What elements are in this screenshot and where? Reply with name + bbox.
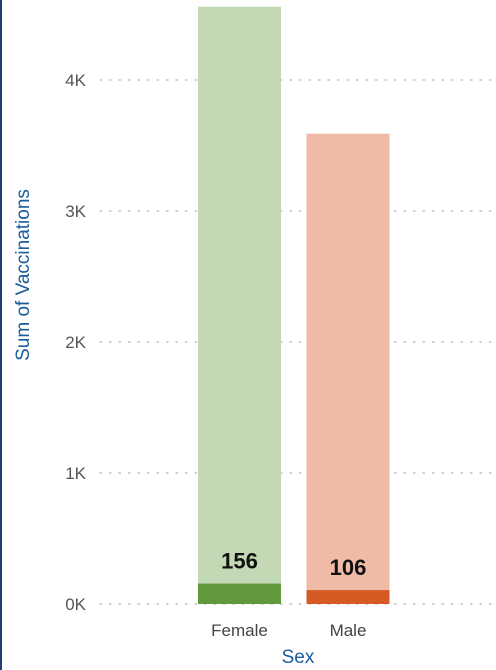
x-axis-ticks: Female Male (211, 621, 366, 640)
data-labels: 156 106 (221, 549, 366, 581)
bar-male-total[interactable] (306, 133, 390, 604)
y-axis-ticks: 0K 1K 2K 3K 4K (65, 71, 86, 614)
gridlines (99, 79, 493, 605)
data-label-male: 106 (330, 555, 367, 580)
bars (198, 6, 390, 604)
x-tick-female: Female (211, 621, 268, 640)
bar-male-highlight[interactable] (306, 590, 390, 604)
x-axis-title: Sex (282, 647, 315, 668)
frame-left-border (0, 0, 2, 670)
bar-female-total[interactable] (198, 6, 281, 604)
y-tick-0k: 0K (65, 595, 86, 614)
y-tick-4k: 4K (65, 71, 86, 90)
data-label-female: 156 (221, 549, 258, 574)
y-tick-2k: 2K (65, 333, 86, 352)
x-tick-male: Male (330, 621, 367, 640)
y-axis-title: Sum of Vaccinations (13, 189, 34, 361)
y-tick-1k: 1K (65, 464, 86, 483)
bar-female-highlight[interactable] (198, 583, 281, 604)
y-tick-3k: 3K (65, 202, 86, 221)
